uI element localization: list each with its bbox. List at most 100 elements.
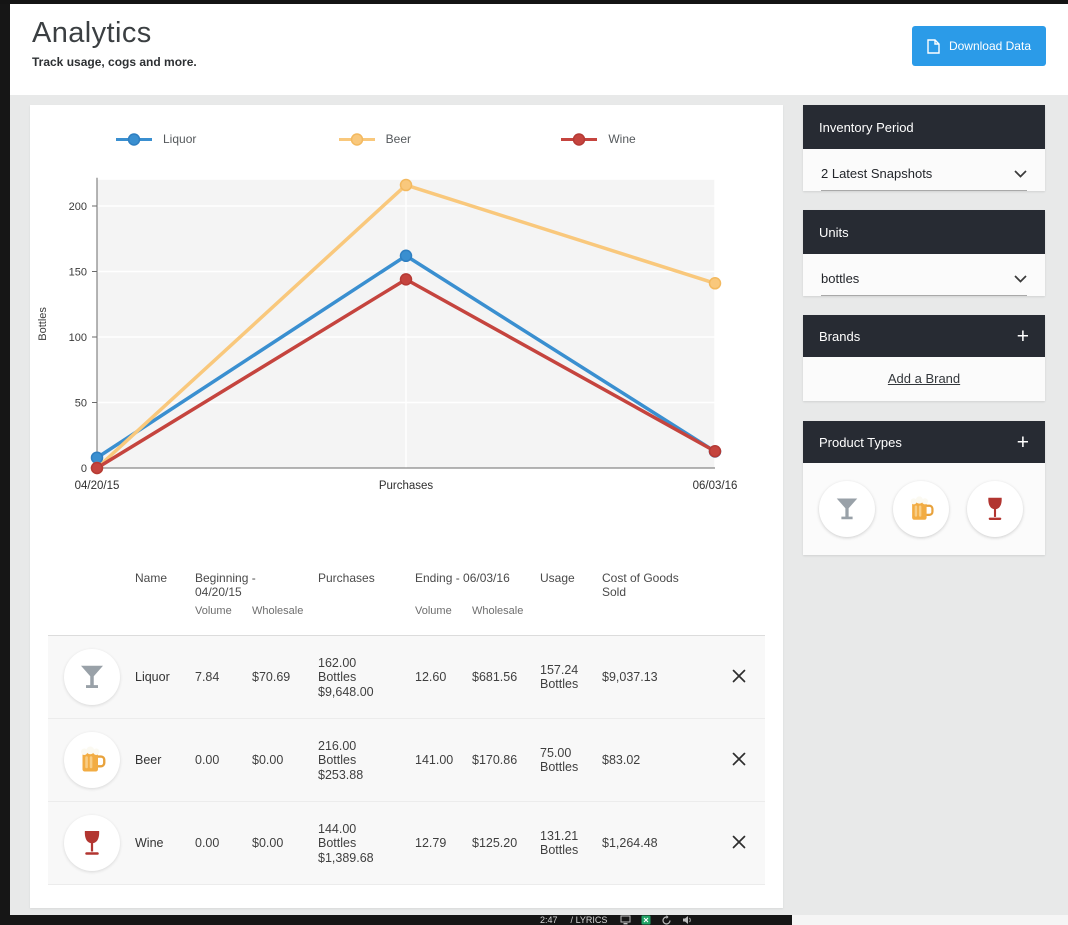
row-cogs: $1,264.48: [602, 836, 658, 850]
svg-text:100: 100: [69, 332, 87, 344]
svg-text:06/03/16: 06/03/16: [693, 480, 738, 492]
volume-icon[interactable]: [682, 915, 693, 925]
legend-marker-icon: [561, 132, 598, 146]
window-top-edge: [0, 0, 1068, 4]
inventory-table: Name Beginning - 04/20/15 Purchases Endi…: [48, 569, 765, 885]
row-beg-wholesale: $0.00: [252, 836, 284, 850]
inventory-period-select[interactable]: 2 Latest Snapshots: [821, 166, 1027, 191]
col-end-volume: Volume: [415, 605, 452, 617]
col-beg-volume: Volume: [195, 605, 232, 617]
row-usage: 131.21 Bottles: [540, 829, 579, 857]
download-button-label: Download Data: [948, 39, 1031, 53]
table-subheader-row: Volume Wholesale Volume Wholesale: [48, 605, 765, 627]
row-beg-volume: 0.00: [195, 753, 220, 767]
martini-badge: [63, 649, 120, 705]
svg-text:150: 150: [69, 267, 87, 279]
row-cogs: $83.02: [602, 753, 641, 767]
add-brand-link[interactable]: Add a Brand: [887, 371, 961, 386]
units-header: Units: [803, 210, 1045, 254]
row-usage: 157.24 Bottles: [540, 663, 579, 691]
row-end-volume: 12.60: [415, 670, 447, 684]
chevron-down-icon: [1014, 169, 1027, 178]
taskbar[interactable]: 2:47 / LYRICS: [0, 915, 792, 925]
beer-icon: [80, 746, 105, 772]
table-header-divider: [48, 635, 765, 636]
table-body: Liquor 7.84 $70.69 162.00 Bottles $9,648.…: [48, 636, 765, 885]
svg-text:200: 200: [69, 201, 87, 213]
wine-icon: [988, 497, 1002, 520]
remove-row-button[interactable]: [726, 829, 752, 858]
product-type-martini[interactable]: [819, 481, 875, 537]
legend-item-beer[interactable]: Beer: [338, 132, 561, 146]
svg-text:Bottles: Bottles: [37, 307, 49, 341]
product-type-beer[interactable]: [893, 481, 949, 537]
close-x-icon: [732, 752, 745, 765]
close-x-icon: [732, 835, 745, 848]
units-select[interactable]: bottles: [821, 271, 1027, 296]
page-subtitle: Track usage, cogs and more.: [32, 55, 197, 69]
svg-text:Purchases: Purchases: [379, 480, 434, 492]
row-beg-wholesale: $0.00: [252, 753, 284, 767]
svg-text:50: 50: [75, 398, 87, 410]
table-row: Wine 0.00 $0.00 144.00 Bottles $1,389.68 …: [48, 802, 765, 885]
refresh-icon[interactable]: [661, 915, 672, 925]
spreadsheet-icon[interactable]: [641, 915, 651, 925]
beer-badge: [63, 732, 120, 788]
row-beg-volume: 7.84: [195, 670, 220, 684]
svg-text:04/20/15: 04/20/15: [75, 480, 120, 492]
add-product-type-button[interactable]: +: [1016, 430, 1029, 454]
table-header-row: Name Beginning - 04/20/15 Purchases Endi…: [48, 569, 765, 605]
remove-row-button[interactable]: [726, 746, 752, 775]
taskbar-icons[interactable]: [620, 915, 693, 925]
screen-icon[interactable]: [620, 915, 631, 925]
product-type-wine[interactable]: [967, 481, 1023, 537]
download-data-button[interactable]: Download Data: [911, 26, 1046, 66]
legend-label: Wine: [608, 132, 636, 146]
row-end-volume: 12.79: [415, 836, 447, 850]
martini-icon: [836, 498, 858, 520]
row-purchases: 216.00 Bottles $253.88: [318, 738, 364, 782]
header-text: Analytics Track usage, cogs and more.: [32, 17, 197, 69]
row-end-wholesale: $125.20: [472, 836, 518, 850]
col-ending: Ending - 06/03/16: [415, 571, 510, 585]
panel-title: Brands: [819, 328, 861, 344]
page-title: Analytics: [32, 17, 152, 49]
col-end-wholesale: Wholesale: [472, 605, 524, 617]
taskbar-right-segment: [792, 915, 1068, 925]
remove-row-button[interactable]: [726, 663, 752, 692]
select-value: 2 Latest Snapshots: [821, 166, 933, 181]
chart-legend: Liquor Beer Wine: [30, 123, 783, 155]
legend-marker-icon: [338, 132, 375, 146]
col-name: Name: [135, 571, 168, 585]
legend-label: Liquor: [163, 132, 197, 146]
product-types-header: Product Types +: [803, 421, 1045, 463]
col-beg-wholesale: Wholesale: [252, 605, 304, 617]
panel-title: Inventory Period: [819, 119, 914, 135]
add-brand-plus-button[interactable]: +: [1016, 324, 1029, 348]
brands-header: Brands +: [803, 315, 1045, 357]
legend-item-liquor[interactable]: Liquor: [115, 132, 338, 146]
row-usage: 75.00 Bottles: [540, 746, 579, 774]
panel-title: Product Types: [819, 434, 902, 450]
col-usage: Usage: [540, 571, 575, 585]
inventory-period-panel: Inventory Period 2 Latest Snapshots: [803, 105, 1045, 191]
row-name: Beer: [135, 753, 162, 767]
usage-line-chart: 0 50 100 150 200 Bottles 04/20/15 Purchases 06/0…: [37, 177, 738, 492]
row-end-wholesale: $681.56: [472, 670, 518, 684]
select-value: bottles: [821, 271, 860, 286]
table-row: Liquor 7.84 $70.69 162.00 Bottles $9,648.…: [48, 636, 765, 719]
units-panel: Units bottles: [803, 210, 1045, 296]
row-name: Liquor: [135, 670, 170, 684]
download-file-icon: [927, 38, 940, 54]
wine-icon: [84, 831, 99, 855]
legend-item-wine[interactable]: Wine: [560, 132, 783, 146]
close-x-icon: [732, 669, 745, 682]
wine-badge: [63, 815, 120, 871]
col-purchases: Purchases: [318, 571, 375, 585]
row-purchases: 144.00 Bottles $1,389.68: [318, 821, 374, 865]
analytics-card: Liquor Beer Wine 0 50 100 150 200 Bottles 04/20/…: [30, 105, 783, 908]
panel-title: Units: [819, 224, 849, 240]
legend-marker-icon: [116, 132, 152, 146]
product-types-body: [803, 463, 1045, 555]
row-beg-volume: 0.00: [195, 836, 220, 850]
